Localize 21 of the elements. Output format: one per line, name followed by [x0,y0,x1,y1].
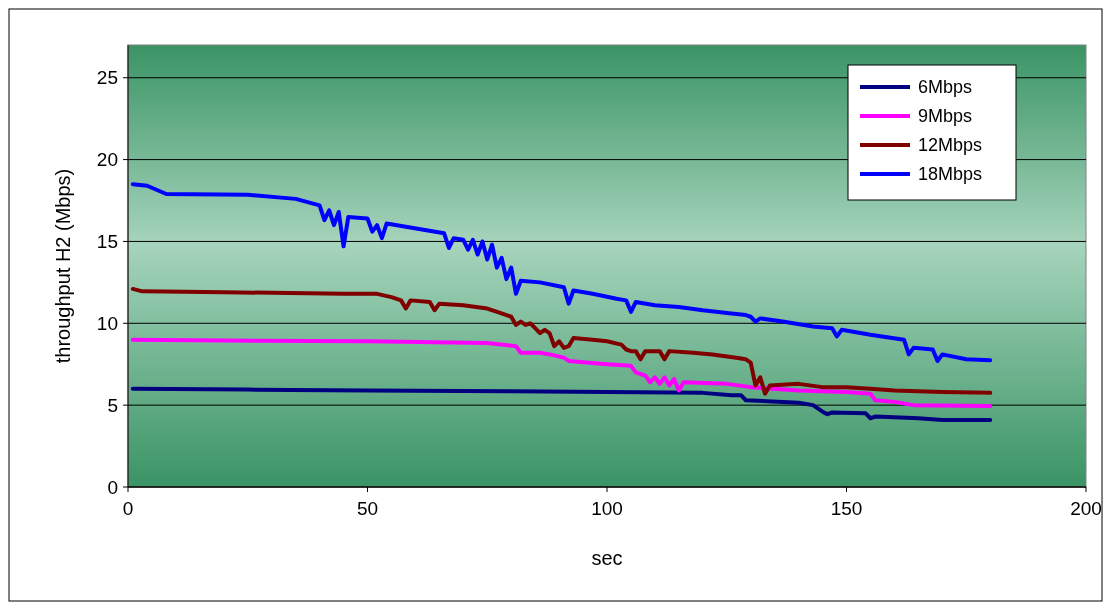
line-series [130,337,993,408]
legend-label: 18Mbps [918,164,983,185]
x-tick-label: 100 [591,498,623,519]
line-series [130,286,993,396]
legend-label: 12Mbps [918,135,983,156]
y-tick-label: 0 [107,476,118,498]
line-series [130,182,993,363]
x-tick-label: 200 [1070,498,1102,519]
line-series [130,386,993,422]
y-tick-label: 15 [96,231,118,253]
y-tick-label: 25 [96,67,118,89]
y-axis-title: throughput H2 (Mbps) [52,168,74,364]
x-axis-title: sec [591,547,623,569]
legend-label: 6Mbps [918,77,973,98]
y-tick-label: 5 [107,394,118,416]
y-tick-label: 10 [96,312,118,334]
x-tick-label: 150 [830,498,863,519]
y-tick-label: 20 [96,149,118,171]
x-tick-label: 0 [122,498,134,519]
x-tick-label: 50 [356,498,379,519]
legend-label: 9Mbps [918,106,973,127]
